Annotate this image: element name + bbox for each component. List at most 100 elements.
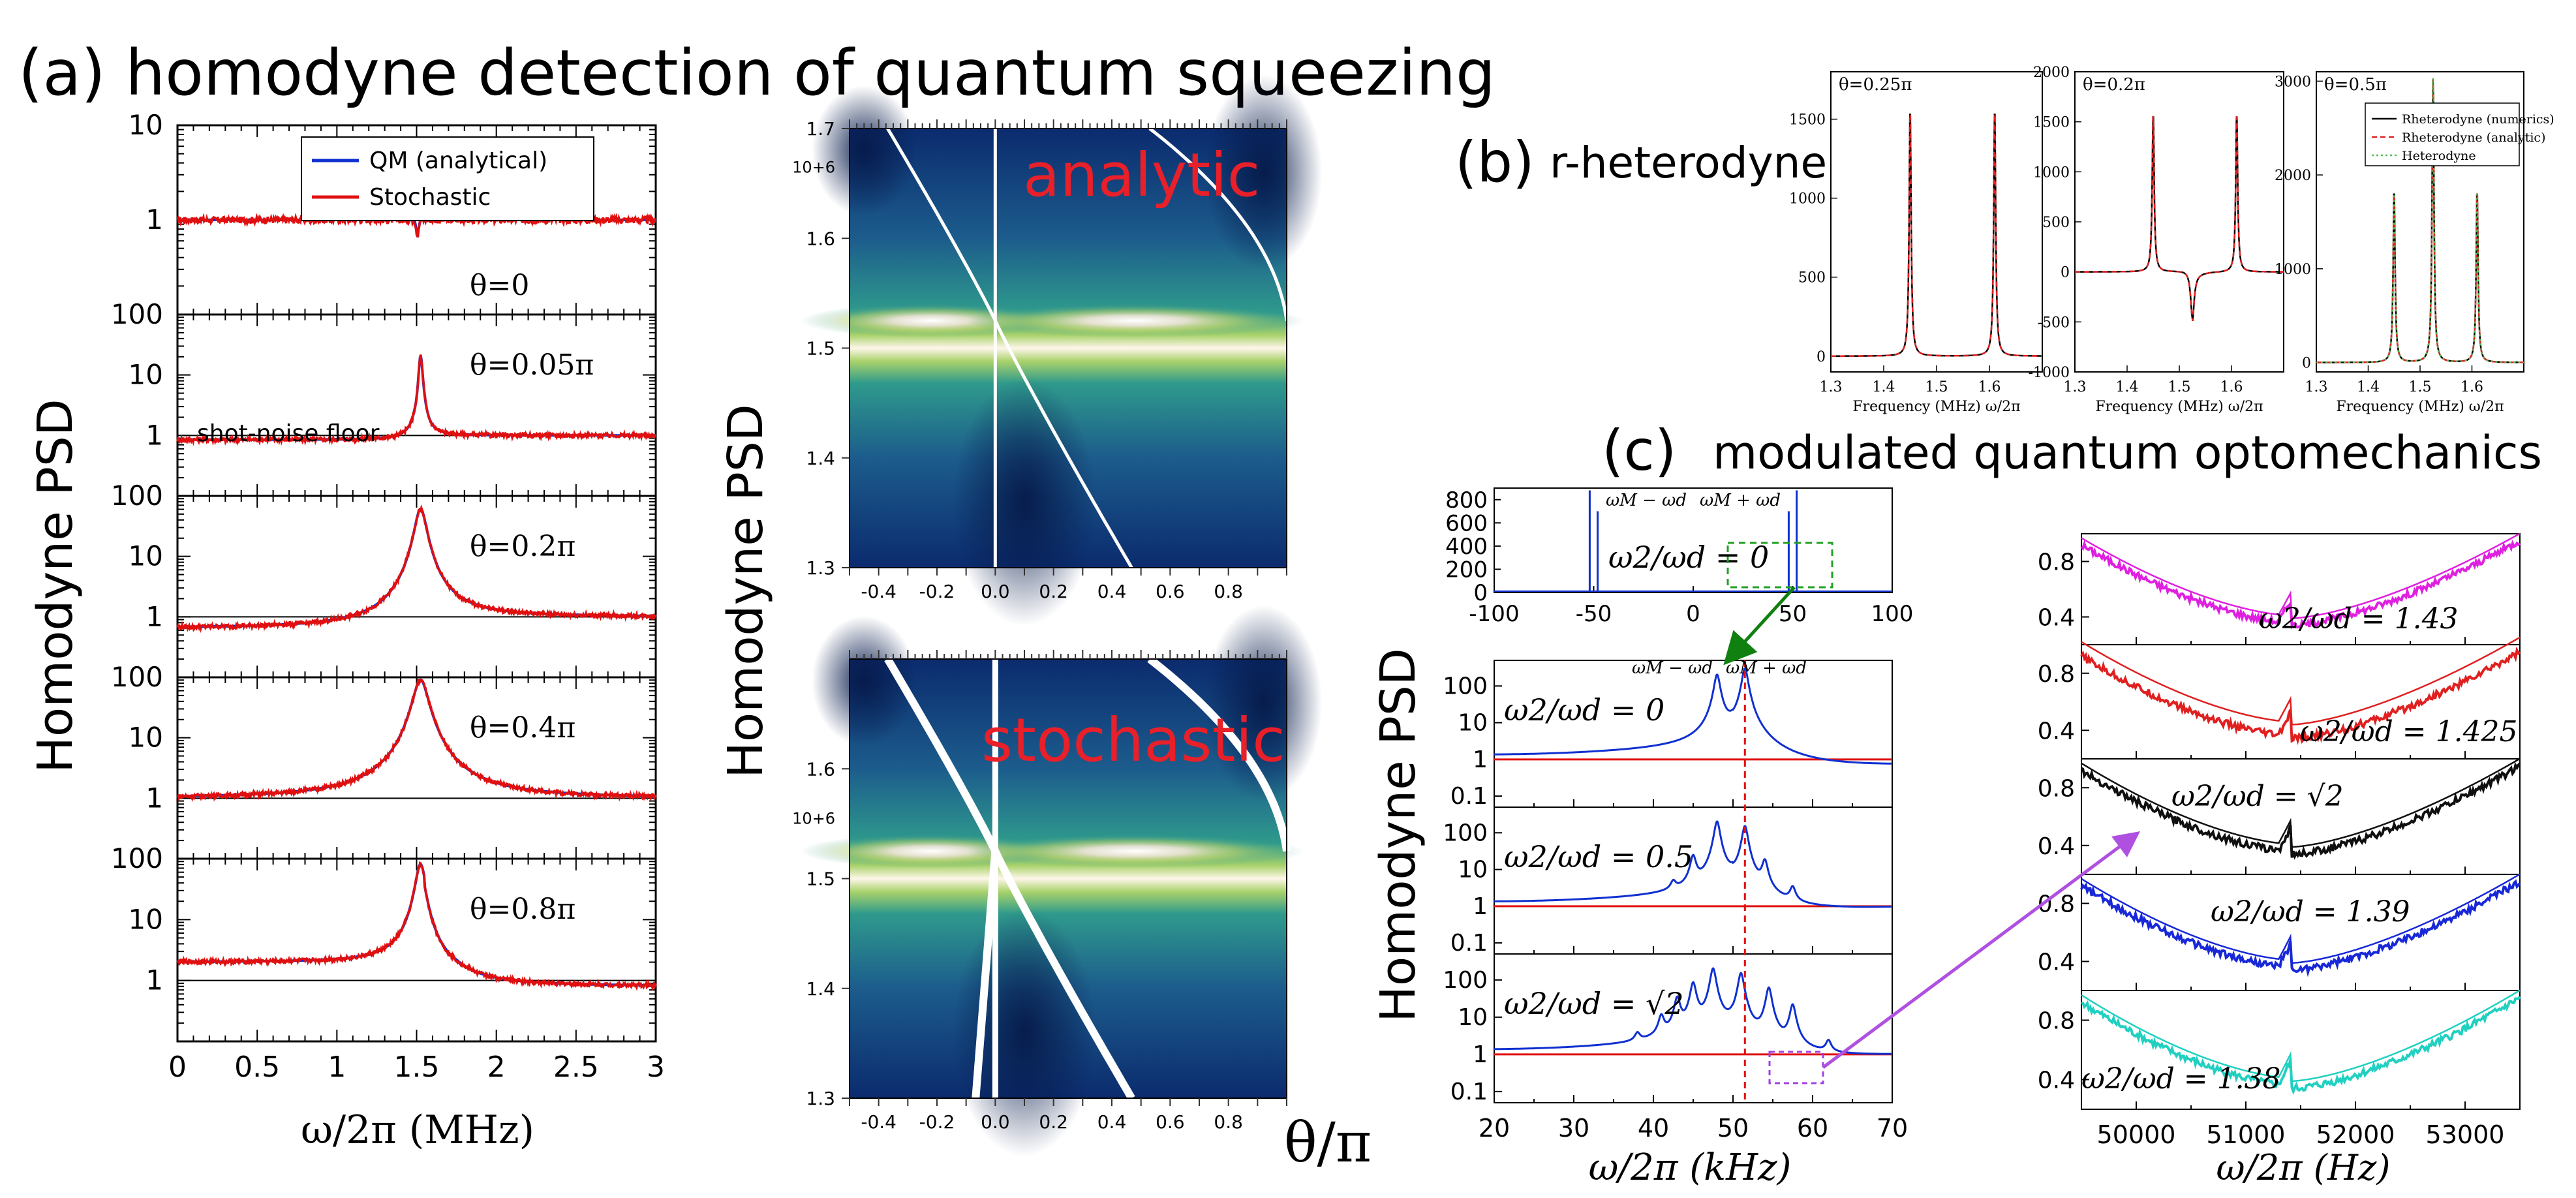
- series-line-analytic: [2081, 532, 2521, 619]
- y-tick-label: 1: [146, 782, 163, 814]
- y-tick-label: 1500: [2033, 115, 2070, 131]
- y-tick-label: 100: [1443, 820, 1488, 846]
- x-tick-label: 50: [1717, 1114, 1749, 1143]
- x-tick-label: -0.4: [861, 581, 897, 602]
- x-tick-label: 1.4: [2357, 379, 2380, 395]
- series-line-qm: [177, 507, 656, 628]
- x-tick-label: 0.0: [981, 581, 1010, 602]
- x-tick-label: 1.5: [2168, 379, 2191, 395]
- y-tick-label: 10: [129, 722, 163, 754]
- x-tick-label: 0.6: [1156, 1111, 1185, 1133]
- x-axis-label: θ/π: [1284, 1111, 1372, 1175]
- x-axis-label: ω/2π (kHz): [1589, 1146, 1792, 1189]
- subplot-label: ω2/ωd = 0: [1608, 540, 1769, 575]
- x-axis-label: ω/2π (Hz): [2216, 1147, 2391, 1188]
- x-tick-label: 50000: [2097, 1120, 2176, 1149]
- series-line-stochastic: [177, 677, 657, 803]
- y-tick-label: 600: [1445, 510, 1488, 536]
- x-tick-label: 3: [647, 1051, 665, 1084]
- annotation: ωM − ωd: [1632, 658, 1713, 678]
- x-tick-label: 1.3: [2064, 379, 2087, 395]
- legend-label: Stochastic: [369, 184, 491, 211]
- y-tick-label: 0.8: [2038, 775, 2075, 802]
- heatmap-ridge: [965, 303, 1305, 338]
- y-tick-label: 10: [1458, 1004, 1488, 1031]
- y-tick-label: 1.4: [806, 448, 835, 469]
- heatmap-ridge: [965, 834, 1305, 868]
- x-axis-label: Frequency (MHz) ω/2π: [1852, 399, 2020, 415]
- panel-b-title-text: r-heterodyne: [1550, 138, 1827, 188]
- y-axis-label: Homodyne PSD: [1370, 648, 1426, 1022]
- subplot-label: ω2/ωd = 1.38: [2081, 1062, 2281, 1096]
- y-tick-label: 200: [1445, 557, 1488, 583]
- panel-c-arrows: [1723, 586, 2141, 1069]
- y-tick-label: 0.8: [2038, 1008, 2075, 1035]
- x-tick-label: 1.4: [2116, 379, 2139, 395]
- y-tick-label: 2000: [2275, 168, 2311, 184]
- series-line-heterodyne: [2316, 78, 2524, 363]
- x-tick-label: 53000: [2426, 1120, 2505, 1149]
- x-tick-label: 1.3: [1820, 379, 1843, 395]
- heatmap-dark-lobe: [812, 615, 917, 746]
- x-tick-label: 30: [1558, 1114, 1589, 1143]
- x-tick-label: 70: [1877, 1114, 1908, 1143]
- contour-line: [884, 656, 1135, 1101]
- series-line-stochastic: [176, 861, 657, 991]
- y-tick-label: 1: [146, 204, 163, 236]
- subplot-label: ω2/ωd = 0: [1504, 692, 1664, 728]
- subplot-label: θ=0.25π: [1839, 75, 1912, 95]
- x-tick-label: 1.5: [2409, 379, 2432, 395]
- x-tick-label: 50: [1779, 601, 1807, 627]
- subplot-label: θ=0.2π: [470, 530, 575, 563]
- y-tick-label: 10: [1458, 857, 1488, 883]
- series-line-stochastic: [2081, 761, 2521, 860]
- subplot-label: ω2/ωd = 0.5: [1504, 839, 1693, 874]
- y-tick-label: 1.3: [806, 557, 835, 579]
- x-tick-label: 1.6: [2461, 379, 2483, 395]
- annotation: ωM + ωd: [1726, 658, 1807, 678]
- subplot-label: ω2/ωd = √2: [2171, 780, 2344, 813]
- x-tick-label: 0.8: [1214, 1111, 1243, 1133]
- heatmap-label: analytic: [1023, 140, 1260, 210]
- heatmap-label: stochastic: [981, 705, 1285, 775]
- y-tick-label: 1.5: [806, 868, 835, 890]
- y-tick-label: -500: [2038, 315, 2070, 331]
- y-tick-label: 100: [111, 842, 163, 874]
- series-line-qm: [177, 678, 656, 798]
- y-tick-label: 2000: [2033, 65, 2070, 81]
- subplot-label: ω2/ωd = 1.39: [2211, 895, 2410, 929]
- x-axis-label: Frequency (MHz) ω/2π: [2336, 399, 2504, 415]
- y-tick-label: 0.1: [1450, 930, 1488, 957]
- x-tick-label: 0.0: [981, 1111, 1010, 1133]
- series-line-analytic: [2081, 758, 2521, 848]
- y-tick-label: 500: [2042, 215, 2070, 231]
- zoom-arrow-green: [1723, 586, 1796, 666]
- y-tick-label: 10: [129, 903, 163, 935]
- y-tick-label: 1: [1473, 746, 1488, 773]
- panel-c-title-tag: (c): [1602, 418, 1676, 484]
- x-tick-label: 100: [1871, 601, 1914, 627]
- y-tick-label: 1.3: [806, 1088, 835, 1109]
- legend-label: Heterodyne: [2402, 149, 2476, 163]
- subplot-frame: [176, 676, 657, 860]
- x-tick-label: 40: [1638, 1114, 1669, 1143]
- series-line: [1494, 820, 1892, 908]
- y-tick-label: 1: [1473, 893, 1488, 920]
- annotation: ωM − ωd: [1606, 491, 1687, 510]
- subplot-label: θ=0.05π: [470, 348, 594, 382]
- y-axis-exponent: 10+6: [792, 809, 835, 827]
- y-tick-label: 1: [146, 600, 163, 632]
- series-line-stochastic: [2080, 646, 2521, 745]
- subplot-label: ω2/ωd = √2: [1504, 986, 1684, 1021]
- annotation: ωM + ωd: [1700, 491, 1781, 510]
- y-tick-label: 0.4: [2038, 949, 2075, 976]
- x-tick-label: 1.5: [394, 1051, 440, 1084]
- heatmap-dark-lobe: [953, 908, 1096, 1157]
- y-tick-label: 100: [111, 661, 163, 693]
- heatmap-dark-lobe: [1204, 605, 1323, 801]
- y-tick-label: 1.5: [806, 338, 835, 360]
- y-tick-label: 10: [1458, 710, 1488, 737]
- y-tick-label: 1000: [2033, 164, 2070, 181]
- y-tick-label: 1000: [1789, 191, 1826, 207]
